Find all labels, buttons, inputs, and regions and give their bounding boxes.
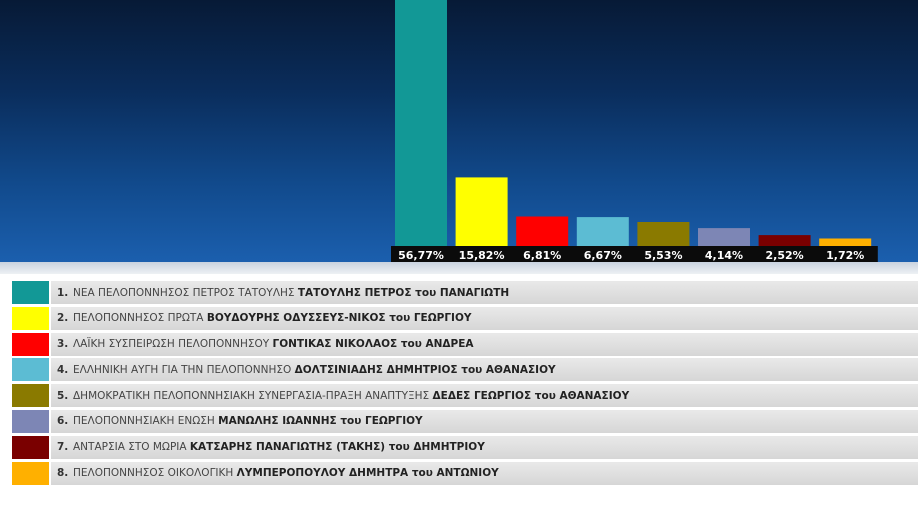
legend-swatch	[12, 461, 51, 485]
legend-row: 4. ΕΛΛΗΝΙΚΗ ΑΥΓΗ ΓΙΑ ΤΗΝ ΠΕΛΟΠΟΝΝΗΣΟ ΔΟΛ…	[12, 358, 918, 382]
party-name: ΛΑΪΚΗ ΣΥΣΠΕΙΡΩΣΗ ΠΕΛΟΠΟΝΝΗΣΟΥ	[73, 338, 270, 351]
bar-chart: 56,77% 15,82% 6,81% 6,67% 5,53% 4,14% 2,52% 1,7…	[391, 0, 878, 262]
party-name: ΠΕΛΟΠΟΝΝΗΣΙΑΚΗ ΕΝΩΣΗ	[73, 415, 215, 428]
legend-row: 3. ΛΑΪΚΗ ΣΥΣΠΕΙΡΩΣΗ ΠΕΛΟΠΟΝΝΗΣΟΥ ΓΟΝΤΙΚΑ…	[12, 332, 918, 356]
candidate-name: ΛΥΜΠΕΡΟΠΟΥΛΟΥ ΔΗΜΗΤΡΑ του ΑΝΤΩΝΙΟΥ	[236, 467, 499, 480]
legend-swatch	[12, 435, 51, 459]
legend-number: 7.	[57, 441, 69, 454]
party-name: ΑΝΤΑΡΣΙΑ ΣΤΟ ΜΩΡΙΑ	[73, 441, 187, 454]
legend-label: ΛΑΪΚΗ ΣΥΣΠΕΙΡΩΣΗ ΠΕΛΟΠΟΝΝΗΣΟΥ ΓΟΝΤΙΚΑΣ Ν…	[73, 338, 474, 350]
legend-swatch	[12, 384, 51, 408]
legend-number: 8.	[57, 467, 69, 480]
legend-swatch	[12, 306, 51, 330]
bar	[637, 222, 690, 246]
bar-value-label: 56,77%	[398, 249, 444, 262]
legend-label: ΝΕΑ ΠΕΛΟΠΟΝΝΗΣΟΣ ΠΕΤΡΟΣ ΤΑΤΟΥΛΗΣ ΤΑΤΟΥΛΗ…	[73, 287, 509, 299]
legend-number: 6.	[57, 415, 69, 428]
party-name: ΠΕΛΟΠΟΝΝΗΣΟΣ ΟΙΚΟΛΟΓΙΚΗ	[73, 467, 234, 480]
bar-value-label: 4,14%	[705, 249, 743, 262]
legend-number: 1.	[57, 286, 69, 299]
candidate-name: ΚΑΤΣΑΡΗΣ ΠΑΝΑΓΙΩΤΗΣ (ΤΑΚΗΣ) του ΔΗΜΗΤΡΙΟ…	[189, 441, 485, 454]
bar	[395, 0, 447, 246]
legend-row: 2. ΠΕΛΟΠΟΝΝΗΣΟΣ ΠΡΩΤΑ ΒΟΥΔΟΥΡΗΣ ΟΔΥΣΣΕΥΣ…	[12, 306, 918, 330]
candidate-name: ΔΟΛΤΣΙΝΙΑΔΗΣ ΔΗΜΗΤΡΙΟΣ του ΑΘΑΝΑΣΙΟΥ	[294, 363, 556, 376]
bar-value-label: 2,52%	[766, 249, 804, 262]
legend-swatch	[12, 332, 51, 356]
bar	[819, 238, 872, 246]
candidate-name: ΤΑΤΟΥΛΗΣ ΠΕΤΡΟΣ του ΠΑΝΑΓΙΩΤΗ	[297, 286, 510, 299]
legend-row: 5. ΔΗΜΟΚΡΑΤΙΚΗ ΠΕΛΟΠΟΝΝΗΣΙΑΚΗ ΣΥΝΕΡΓΑΣΙΑ…	[12, 384, 918, 408]
party-name: ΝΕΑ ΠΕΛΟΠΟΝΝΗΣΟΣ ΠΕΤΡΟΣ ΤΑΤΟΥΛΗΣ	[73, 286, 295, 299]
chart-panel: 56,77% 15,82% 6,81% 6,67% 5,53% 4,14% 2,52% 1,7…	[0, 0, 918, 262]
legend-label: ΠΕΛΟΠΟΝΝΗΣΟΣ ΟΙΚΟΛΟΓΙΚΗ ΛΥΜΠΕΡΟΠΟΥΛΟΥ ΔΗ…	[73, 467, 499, 479]
legend-row: 6. ΠΕΛΟΠΟΝΝΗΣΙΑΚΗ ΕΝΩΣΗ ΜΑΝΩΛΗΣ ΙΩΑΝΝΗΣ …	[12, 409, 918, 433]
candidate-name: ΜΑΝΩΛΗΣ ΙΩΑΝΝΗΣ του ΓΕΩΡΓΙΟΥ	[218, 415, 423, 428]
bar	[455, 177, 508, 246]
legend-number: 3.	[57, 338, 69, 351]
bar	[758, 235, 811, 246]
legend-row: 8. ΠΕΛΟΠΟΝΝΗΣΟΣ ΟΙΚΟΛΟΓΙΚΗ ΛΥΜΠΕΡΟΠΟΥΛΟΥ…	[12, 461, 918, 485]
bar-value-label: 5,53%	[644, 249, 682, 262]
bar-value-label: 6,67%	[584, 249, 622, 262]
legend-label: ΠΕΛΟΠΟΝΝΗΣΙΑΚΗ ΕΝΩΣΗ ΜΑΝΩΛΗΣ ΙΩΑΝΝΗΣ του…	[73, 415, 423, 427]
value-label-strip	[391, 246, 878, 262]
separator	[0, 262, 918, 274]
party-name: ΕΛΛΗΝΙΚΗ ΑΥΓΗ ΓΙΑ ΤΗΝ ΠΕΛΟΠΟΝΝΗΣΟ	[73, 363, 292, 376]
party-name: ΠΕΛΟΠΟΝΝΗΣΟΣ ΠΡΩΤΑ	[73, 312, 204, 325]
bar-value-label: 15,82%	[459, 249, 505, 262]
candidate-name: ΔΕΔΕΣ ΓΕΩΡΓΙΟΣ του ΑΘΑΝΑΣΙΟΥ	[432, 389, 630, 402]
legend-swatch	[12, 281, 51, 304]
legend-label: ΑΝΤΑΡΣΙΑ ΣΤΟ ΜΩΡΙΑ ΚΑΤΣΑΡΗΣ ΠΑΝΑΓΙΩΤΗΣ (…	[73, 441, 485, 453]
legend-row: 7. ΑΝΤΑΡΣΙΑ ΣΤΟ ΜΩΡΙΑ ΚΑΤΣΑΡΗΣ ΠΑΝΑΓΙΩΤΗ…	[12, 435, 918, 459]
bar-value-label: 1,72%	[826, 249, 864, 262]
legend-number: 5.	[57, 389, 69, 402]
legend-swatch	[12, 358, 51, 382]
legend-label: ΕΛΛΗΝΙΚΗ ΑΥΓΗ ΓΙΑ ΤΗΝ ΠΕΛΟΠΟΝΝΗΣΟ ΔΟΛΤΣΙ…	[73, 364, 556, 376]
bar-value-label: 6,81%	[523, 249, 561, 262]
legend-swatch	[12, 409, 51, 433]
legend-number: 2.	[57, 312, 69, 325]
candidate-name: ΒΟΥΔΟΥΡΗΣ ΟΔΥΣΣΕΥΣ-ΝΙΚΟΣ του ΓΕΩΡΓΙΟΥ	[206, 312, 472, 325]
legend-number: 4.	[57, 363, 69, 376]
bar	[516, 216, 569, 246]
bar	[698, 228, 750, 246]
legend-label: ΠΕΛΟΠΟΝΝΗΣΟΣ ΠΡΩΤΑ ΒΟΥΔΟΥΡΗΣ ΟΔΥΣΣΕΥΣ-ΝΙ…	[73, 312, 471, 324]
legend: 1. ΝΕΑ ΠΕΛΟΠΟΝΝΗΣΟΣ ΠΕΤΡΟΣ ΤΑΤΟΥΛΗΣ ΤΑΤΟ…	[12, 281, 918, 487]
party-name: ΔΗΜΟΚΡΑΤΙΚΗ ΠΕΛΟΠΟΝΝΗΣΙΑΚΗ ΣΥΝΕΡΓΑΣΙΑ-ΠΡ…	[73, 389, 430, 402]
legend-label: ΔΗΜΟΚΡΑΤΙΚΗ ΠΕΛΟΠΟΝΝΗΣΙΑΚΗ ΣΥΝΕΡΓΑΣΙΑ-ΠΡ…	[73, 390, 629, 402]
bar	[576, 217, 629, 246]
candidate-name: ΓΟΝΤΙΚΑΣ ΝΙΚΟΛΑΟΣ του ΑΝΔΡΕΑ	[272, 338, 474, 351]
legend-row: 1. ΝΕΑ ΠΕΛΟΠΟΝΝΗΣΟΣ ΠΕΤΡΟΣ ΤΑΤΟΥΛΗΣ ΤΑΤΟ…	[12, 281, 918, 304]
